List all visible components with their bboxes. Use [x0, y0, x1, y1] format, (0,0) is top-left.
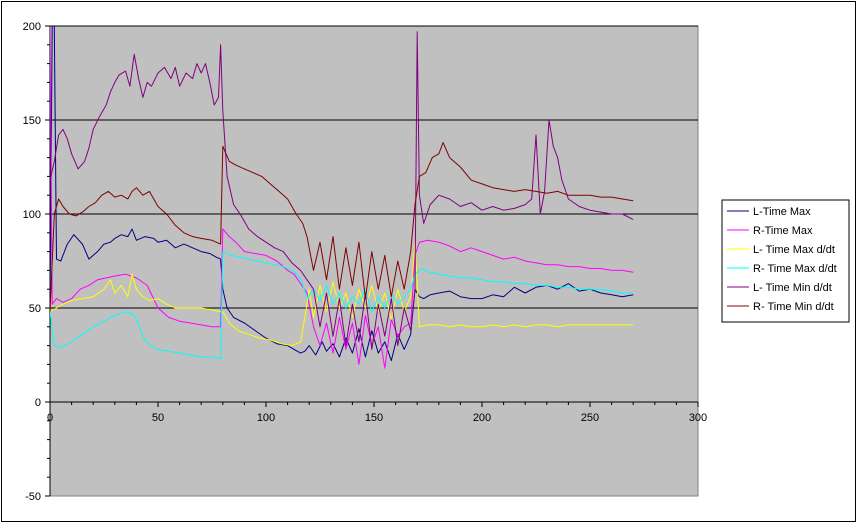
x-tick-label: 200: [473, 412, 491, 424]
legend-label: R- Time Min d/dt: [753, 301, 834, 313]
series-line-3: [50, 241, 634, 347]
series-line-2: [50, 26, 634, 369]
y-tick-label: 150: [23, 115, 41, 127]
y-tick-label: 0: [35, 397, 41, 409]
y-tick-label: 50: [29, 303, 41, 315]
legend-entry: L-Time Max: [727, 206, 811, 218]
x-tick-label: 0: [47, 412, 53, 424]
x-tick-label: 100: [257, 412, 275, 424]
legend-entry: R- Time Min d/dt: [727, 301, 834, 313]
series-line-4: [50, 251, 634, 360]
series-line-1: [50, 26, 634, 362]
axes: -50 0 50 100 150 200 0 50 100 150 200 250 300: [23, 21, 708, 503]
legend-label: L-Time Max: [753, 206, 811, 218]
series-line-6: [50, 142, 634, 312]
legend-entry: L- Time Max d/dt: [727, 244, 835, 256]
legend-label: R-Time Max: [753, 225, 813, 237]
legend-label: L- Time Min d/dt: [753, 282, 832, 294]
y-tick-label: -50: [25, 491, 41, 503]
x-tick-label: 300: [689, 412, 707, 424]
x-tick-label: 50: [152, 412, 164, 424]
legend-box: [721, 199, 850, 323]
series-layer: [50, 26, 634, 369]
x-tick-label: 250: [581, 412, 599, 424]
legend-entry: L- Time Min d/dt: [727, 282, 832, 294]
legend-entry: R- Time Max d/dt: [727, 263, 837, 275]
legend-label: R- Time Max d/dt: [753, 263, 837, 275]
legend-label: L- Time Max d/dt: [753, 244, 835, 256]
y-tick-label: 100: [23, 209, 41, 221]
series-line-5: [50, 31, 634, 350]
y-tick-label: 200: [23, 21, 41, 33]
legend: L-Time Max R-Time Max L- Time Max d/dt R- T…: [721, 199, 850, 323]
legend-entry: R-Time Max: [727, 225, 813, 237]
x-tick-label: 150: [365, 412, 383, 424]
plot-area: [49, 25, 699, 497]
